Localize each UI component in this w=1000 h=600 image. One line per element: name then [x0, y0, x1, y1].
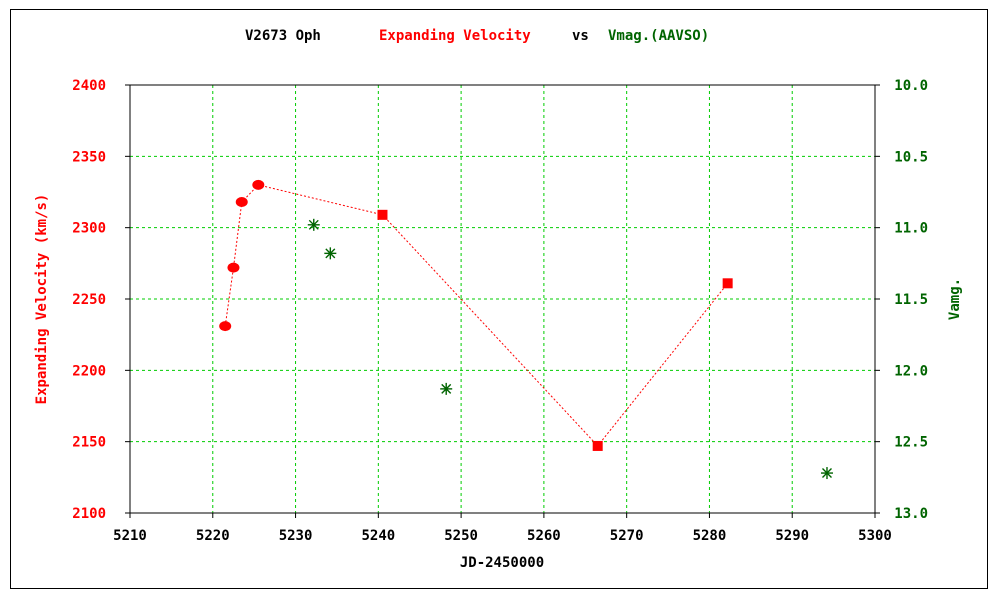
- velocity-point-square: [722, 278, 733, 289]
- ticks: [125, 84, 880, 518]
- y-left-tick-label: 2400: [72, 78, 106, 94]
- y-left-tick-label: 2200: [72, 363, 106, 379]
- velocity-line: [224, 184, 729, 447]
- y-left-tick-label: 2250: [72, 292, 106, 308]
- chart-title-vs: vs: [572, 28, 589, 44]
- y-right-tick-labels: 10.0 10.5 11.0 11.5 12.0 12.5 13.0: [894, 78, 928, 522]
- velocity-point-circle: [227, 262, 240, 273]
- velocity-connecting-line: [224, 184, 729, 447]
- x-tick-label: 5290: [775, 528, 809, 544]
- x-axis-label: JD-2450000: [460, 555, 544, 571]
- y-right-tick-label: 11.0: [894, 221, 928, 237]
- chart-title-object: V2673 Oph: [245, 28, 321, 44]
- x-tick-label: 5240: [361, 528, 395, 544]
- y-right-tick-label: 10.0: [894, 78, 928, 94]
- x-tick-label: 5230: [279, 528, 313, 544]
- chart-title-series1: Expanding Velocity: [379, 28, 531, 44]
- chart-frame: [10, 9, 988, 589]
- y-right-tick-label: 12.5: [894, 435, 928, 451]
- x-tick-label: 5210: [113, 528, 147, 544]
- x-tick-label: 5300: [858, 528, 892, 544]
- chart-title-series2: Vmag.(AAVSO): [608, 28, 709, 44]
- vmag-point-asterisk: [324, 247, 337, 260]
- x-tick-label: 5220: [196, 528, 230, 544]
- velocity-point-circle: [235, 196, 248, 207]
- y-left-tick-label: 2150: [72, 435, 106, 451]
- grid: [130, 85, 875, 513]
- y-left-tick-labels: 2100 2150 2200 2250 2300 2350 2400: [72, 78, 106, 522]
- y-left-axis-label: Expanding Velocity (km/s): [34, 194, 50, 405]
- vmag-point-asterisk: [820, 467, 833, 480]
- y-right-tick-label: 11.5: [894, 292, 928, 308]
- vmag-point-asterisk: [307, 218, 320, 231]
- vmag-point-asterisk: [440, 382, 453, 395]
- y-left-tick-label: 2300: [72, 221, 106, 237]
- velocity-point-square: [377, 209, 388, 220]
- x-tick-label: 5280: [693, 528, 727, 544]
- x-tick-label: 5270: [610, 528, 644, 544]
- y-right-tick-label: 13.0: [894, 506, 928, 522]
- velocity-point-circle: [252, 179, 265, 190]
- y-left-tick-label: 2100: [72, 506, 106, 522]
- y-right-axis-label: Vamg.: [947, 278, 963, 320]
- y-right-tick-label: 12.0: [894, 363, 928, 379]
- x-tick-label: 5250: [444, 528, 478, 544]
- velocity-point-square: [592, 440, 603, 451]
- data-markers: [219, 179, 833, 480]
- y-right-tick-label: 10.5: [894, 149, 928, 165]
- y-left-tick-label: 2350: [72, 149, 106, 165]
- x-tick-label: 5260: [527, 528, 561, 544]
- velocity-point-circle: [219, 321, 232, 332]
- x-tick-labels: 5210 5220 5230 5240 5250 5260 5270 5280 5290 5300: [113, 528, 892, 544]
